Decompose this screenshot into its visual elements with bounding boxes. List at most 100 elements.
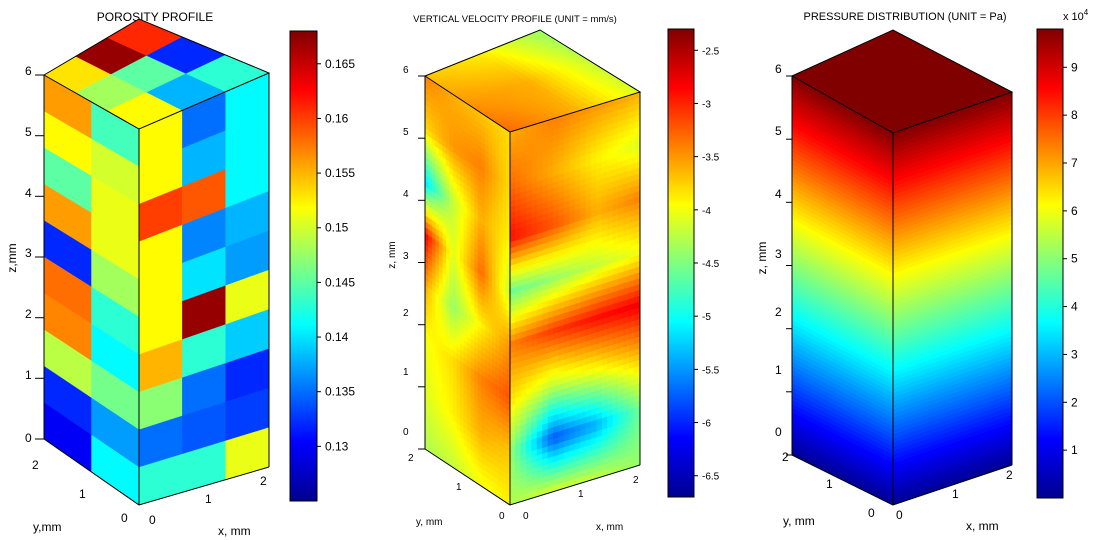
velocity-z-tick-6: 6 (403, 65, 409, 76)
porosity-z-tick-6: 6 (25, 64, 32, 78)
pressure-colorbar-tick-label: 3 (1071, 347, 1078, 361)
velocity-y-tick-2: 2 (408, 453, 414, 464)
porosity-colorbar-ticks: 0.13 0.135 0.14 0.145 0.15 0.155 0.16 0.165 (317, 57, 355, 453)
pressure-colorbar-tick-label: 5 (1071, 252, 1078, 266)
pressure-z-tick-1: 1 (775, 363, 782, 377)
porosity-colorbar-tick-label: 0.145 (325, 275, 355, 289)
pressure-y-tick-0: 0 (868, 506, 875, 520)
velocity-colorbar-tick-label: -6.5 (702, 472, 720, 483)
velocity-colorbar-tick-label: -5.5 (702, 365, 720, 376)
pressure-z-label: z, mm (755, 242, 769, 275)
pressure-x-tick-2: 2 (1006, 468, 1013, 482)
velocity-colorbar-tick-label: -5 (702, 312, 711, 323)
pressure-x-label: x, mm (966, 519, 999, 533)
porosity-front-face (43, 74, 140, 506)
porosity-z-tick-0: 0 (25, 431, 32, 445)
pressure-y-tick-2: 2 (782, 450, 789, 464)
porosity-title: POROSITY PROFILE (97, 10, 213, 24)
porosity-colorbar-tick-label: 0.165 (325, 57, 355, 71)
porosity-z-axis: 6 5 4 3 2 1 0 z,mm (5, 64, 44, 445)
porosity-x-tick-1: 1 (205, 492, 212, 506)
pressure-colorbar-tick-label: 9 (1071, 60, 1078, 74)
pressure-colorbar-tick-label: 7 (1071, 156, 1078, 170)
pressure-z-tick-5: 5 (775, 124, 782, 138)
pressure-y-tick-1: 1 (826, 477, 833, 491)
porosity-colorbar-scale (289, 30, 318, 502)
velocity-front-face (425, 76, 510, 505)
velocity-z-tick-3: 3 (403, 251, 409, 262)
velocity-z-tick-4: 4 (403, 189, 409, 200)
pressure-z-tick-6: 6 (775, 62, 782, 76)
pressure-y-label: y, mm (783, 514, 815, 528)
velocity-panel: VERTICAL VELOCITY PROFILE (UNIT = mm/s) … (387, 14, 720, 533)
porosity-y-tick-1: 1 (79, 487, 86, 501)
porosity-z-tick-5: 5 (25, 125, 32, 139)
velocity-z-axis: 6 5 4 3 2 1 0 z, mm (387, 65, 425, 450)
porosity-z-tick-1: 1 (25, 368, 32, 382)
porosity-z-tick-3: 3 (25, 246, 32, 260)
velocity-colorbar-tick-label: -2.5 (702, 46, 720, 57)
velocity-x-label: x, mm (596, 522, 623, 533)
porosity-x-tick-0: 0 (149, 513, 156, 527)
porosity-colorbar-tick-label: 0.135 (325, 385, 355, 399)
porosity-side-face (138, 72, 270, 506)
velocity-y-tick-0: 0 (499, 511, 505, 522)
pressure-z-tick-3: 3 (775, 247, 782, 261)
velocity-y-tick-1: 1 (456, 482, 462, 493)
porosity-y-tick-2: 2 (32, 458, 39, 472)
porosity-top-face (43, 18, 270, 130)
velocity-z-tick-2: 2 (403, 308, 409, 319)
velocity-z-tick-1: 1 (403, 367, 409, 378)
porosity-colorbar-tick-label: 0.15 (325, 221, 349, 235)
pressure-colorbar-tick-label: 4 (1071, 300, 1078, 314)
velocity-colorbar-ticks: -2.5 -3 -3.5 -4 -4.5 -5 -5.5 -6 -6.5 (694, 46, 720, 483)
velocity-colorbar-tick-label: -4 (702, 206, 711, 217)
pressure-box (791, 30, 1013, 506)
porosity-z-tick-2: 2 (25, 307, 32, 321)
porosity-x-axis: 0 1 2 x, mm (149, 474, 267, 538)
pressure-title: PRESSURE DISTRIBUTION (UNIT = Pa) (803, 11, 1006, 23)
velocity-colorbar: -2.5 -3 -3.5 -4 -4.5 -5 -5.5 -6 -6.5 (667, 28, 720, 498)
porosity-colorbar-tick-label: 0.13 (325, 439, 349, 453)
porosity-panel: POROSITY PROFILE 6 5 4 3 2 1 0 z,mm (5, 10, 355, 538)
pressure-z-axis: 6 5 4 3 2 1 0 z, mm (755, 62, 792, 456)
velocity-y-label: y, mm (416, 517, 442, 528)
porosity-z-label: z,mm (5, 243, 19, 272)
porosity-x-label: x, mm (218, 524, 251, 538)
porosity-y-tick-0: 0 (121, 511, 128, 525)
velocity-side-face (510, 92, 640, 505)
pressure-z-tick-2: 2 (775, 305, 782, 319)
porosity-colorbar: 0.13 0.135 0.14 0.145 0.15 0.155 0.16 0.165 (289, 30, 355, 502)
porosity-x-tick-2: 2 (260, 474, 267, 488)
pressure-z-tick-0: 0 (775, 425, 782, 439)
velocity-colorbar-tick-label: -4.5 (702, 259, 720, 270)
pressure-colorbar-tick-label: 8 (1071, 108, 1078, 122)
pressure-colorbar-tick-label: 6 (1071, 204, 1078, 218)
velocity-colorbar-scale (667, 28, 695, 498)
pressure-x-tick-0: 0 (896, 508, 903, 522)
porosity-colorbar-tick-label: 0.16 (325, 111, 349, 125)
porosity-z-tick-4: 4 (25, 186, 32, 200)
velocity-title: VERTICAL VELOCITY PROFILE (UNIT = mm/s) (413, 14, 617, 25)
pressure-z-tick-4: 4 (775, 187, 782, 201)
velocity-colorbar-tick-label: -3 (702, 99, 711, 110)
velocity-colorbar-tick-label: -3.5 (702, 153, 720, 164)
pressure-colorbar-tick-label: 1 (1071, 443, 1078, 457)
pressure-colorbar-scale (1036, 28, 1064, 499)
pressure-panel: PRESSURE DISTRIBUTION (UNIT = Pa) 6 5 4 … (755, 8, 1089, 533)
velocity-z-label: z, mm (387, 241, 398, 268)
porosity-colorbar-tick-label: 0.155 (325, 166, 355, 180)
velocity-z-tick-0: 0 (403, 427, 409, 438)
porosity-y-axis: 2 1 0 y,mm (32, 458, 128, 534)
velocity-z-tick-5: 5 (403, 127, 409, 138)
porosity-colorbar-tick-label: 0.14 (325, 330, 349, 344)
pressure-x-tick-1: 1 (952, 487, 959, 501)
velocity-x-tick-1: 1 (578, 489, 584, 500)
velocity-x-tick-0: 0 (523, 511, 529, 522)
velocity-side-cell (634, 97, 640, 106)
porosity-y-label: y,mm (33, 520, 61, 534)
velocity-colorbar-tick-label: -6 (702, 419, 711, 430)
